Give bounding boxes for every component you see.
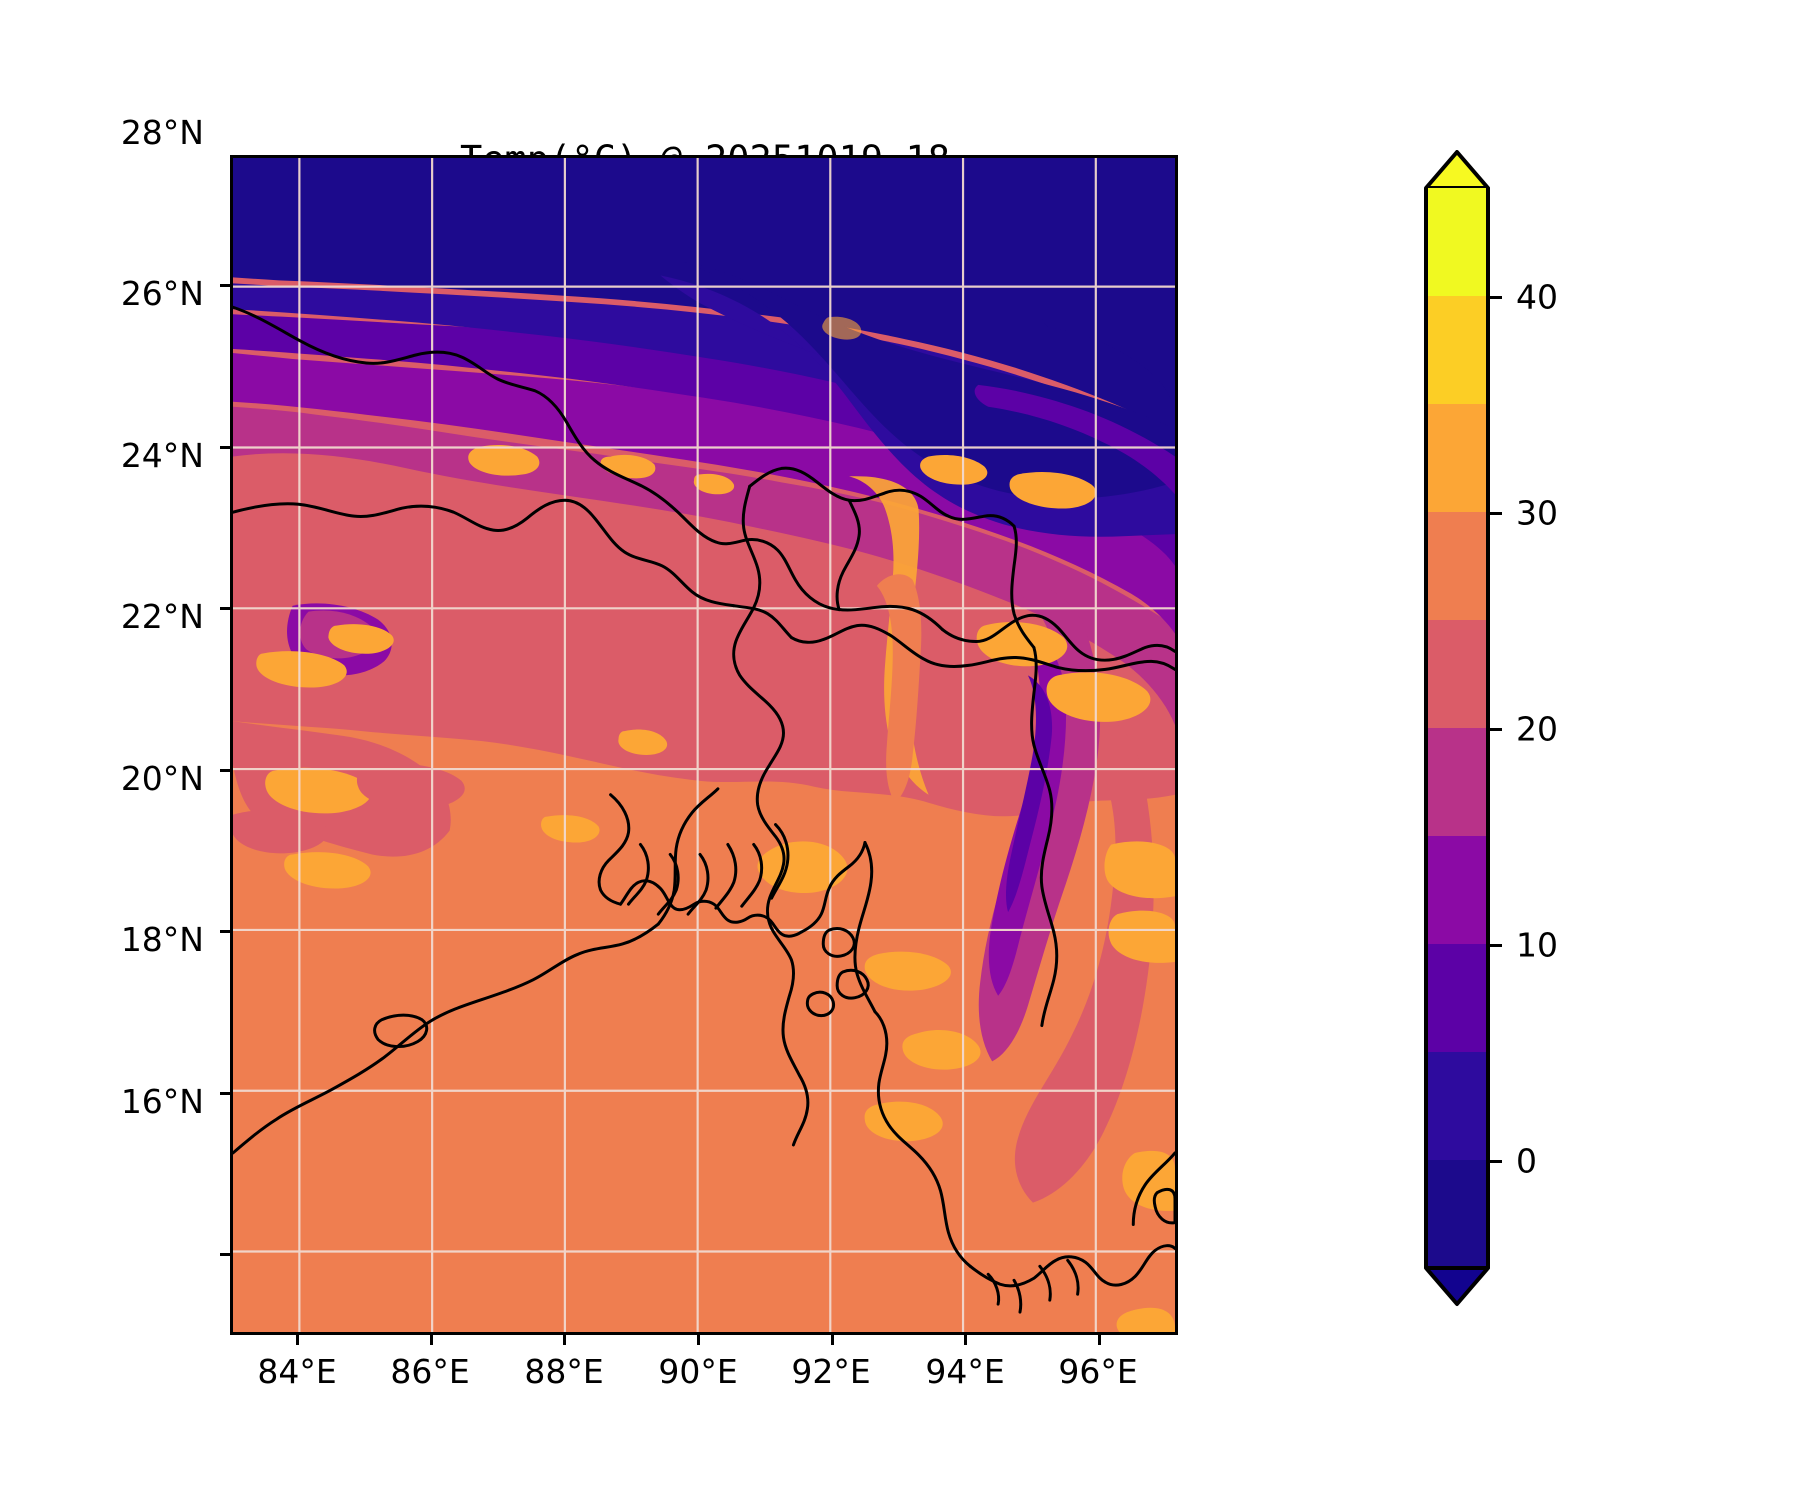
cbar-tick-mark-20: [1490, 728, 1502, 731]
ytick-label-24n: 24°N: [120, 436, 204, 475]
xtick-mark-92e: [831, 1335, 834, 1345]
xtick-mark-96e: [1098, 1335, 1101, 1345]
xtick-mark-90e: [697, 1335, 700, 1345]
ytick-mark-24n: [220, 607, 230, 610]
cbar-tick-mark-10: [1490, 944, 1502, 947]
xtick-label-96e: 96°E: [1058, 1352, 1138, 1391]
cbar-tick-mark-30: [1490, 512, 1502, 515]
xtick-label-94e: 94°E: [925, 1352, 1005, 1391]
cbar-tick-label-0: 0: [1516, 1141, 1537, 1181]
ytick-label-22n: 22°N: [120, 597, 204, 636]
colorbar-gradient: [1424, 150, 1490, 1306]
xtick-mark-88e: [563, 1335, 566, 1345]
xtick-mark-94e: [964, 1335, 967, 1345]
xtick-mark-86e: [430, 1335, 433, 1345]
ytick-mark-26n: [220, 446, 230, 449]
xtick-label-86e: 86°E: [390, 1352, 470, 1391]
ytick-mark-20n: [220, 930, 230, 933]
xtick-label-90e: 90°E: [658, 1352, 738, 1391]
cbar-tick-label-40: 40: [1516, 277, 1558, 317]
ytick-label-28n: 28°N: [120, 113, 204, 152]
ytick-label-26n: 26°N: [120, 274, 204, 313]
xtick-mark-84e: [296, 1335, 299, 1345]
temperature-heatmap: [233, 158, 1175, 1332]
ytick-mark-22n: [220, 769, 230, 772]
ytick-mark-18n: [220, 1092, 230, 1095]
ytick-label-20n: 20°N: [120, 759, 204, 798]
cbar-tick-mark-0: [1490, 1160, 1502, 1163]
xtick-label-88e: 88°E: [524, 1352, 604, 1391]
cbar-tick-label-30: 30: [1516, 493, 1558, 533]
xtick-label-92e: 92°E: [791, 1352, 871, 1391]
map-plot-area: [230, 155, 1178, 1335]
ytick-mark-28n: [220, 284, 230, 287]
cbar-tick-label-10: 10: [1516, 925, 1558, 965]
ytick-mark-16n: [220, 1253, 230, 1256]
cbar-tick-label-20: 20: [1516, 709, 1558, 749]
xtick-label-84e: 84°E: [257, 1352, 337, 1391]
ytick-label-18n: 18°N: [120, 920, 204, 959]
ytick-label-16n: 16°N: [120, 1082, 204, 1121]
colorbar: 40 30 20 10 0: [1424, 150, 1558, 1345]
cbar-tick-mark-40: [1490, 296, 1502, 299]
